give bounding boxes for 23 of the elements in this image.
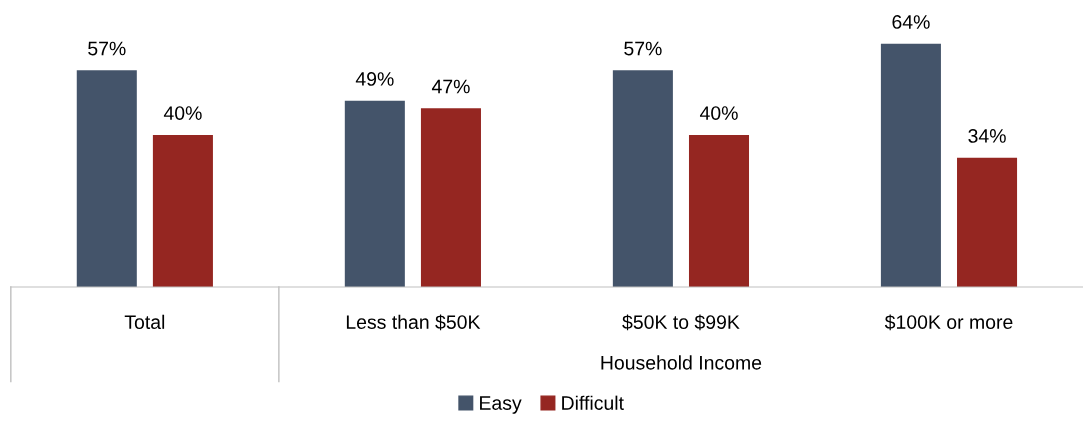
- x-tick-label: Less than $50K: [346, 314, 481, 331]
- data-label: 34%: [968, 129, 1006, 143]
- bar: [344, 100, 405, 287]
- x-tick-label: $50K to $99K: [622, 314, 740, 331]
- data-label: 57%: [88, 41, 126, 56]
- bar: [880, 43, 941, 287]
- data-label: 49%: [355, 72, 394, 86]
- legend-label: Easy: [480, 396, 522, 414]
- text: Household Income: [601, 355, 762, 370]
- bar: [612, 70, 673, 287]
- x-tick-label: Total: [124, 314, 165, 329]
- bar: [76, 70, 137, 287]
- bar: [420, 108, 481, 287]
- bar: [957, 157, 1018, 287]
- bar: [688, 134, 750, 287]
- data-label: 57%: [624, 41, 662, 56]
- data-label: 64%: [892, 15, 930, 29]
- data-label: 47%: [431, 79, 470, 94]
- data-label: 40%: [699, 106, 738, 121]
- legend-label: Difficult: [562, 395, 624, 410]
- bar: [152, 134, 213, 287]
- data-label: 40%: [163, 106, 202, 121]
- x-tick-label: $100K or more: [884, 314, 1013, 331]
